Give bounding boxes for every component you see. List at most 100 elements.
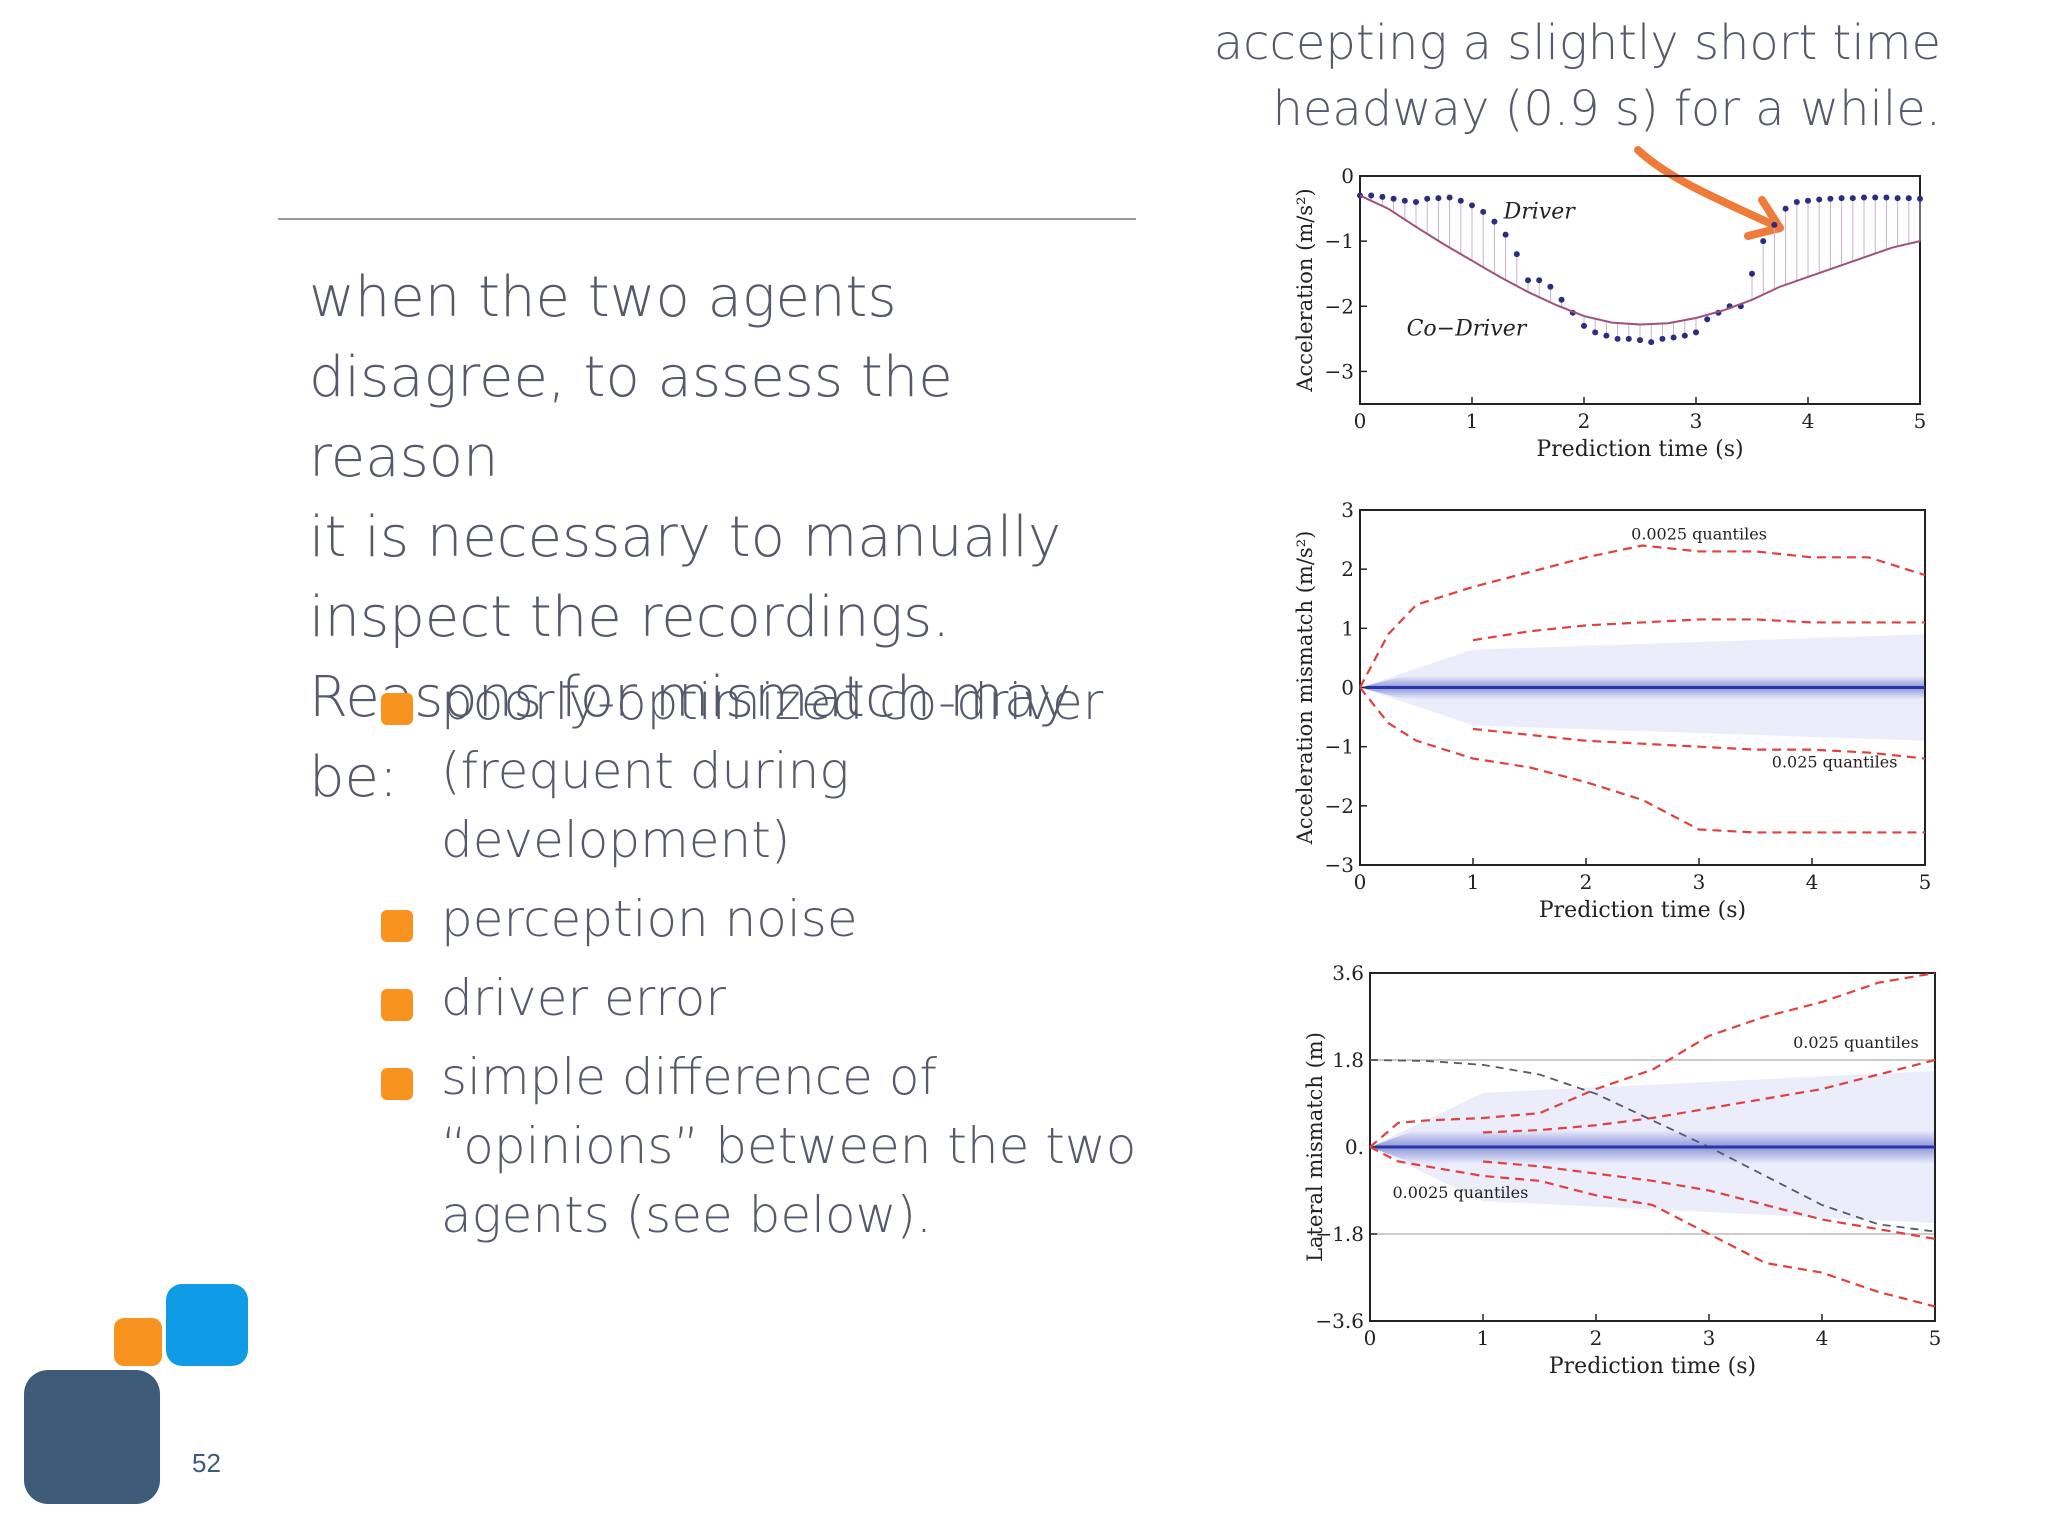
chart-annotation: Driver [1503, 199, 1577, 224]
x-tick-label: 0 [1354, 870, 1367, 894]
lateral-mismatch-chart: 0 1 2 3 4 5 3.6 1.8 0. −1.8 −3.6 Prediction time (s… [1303, 961, 1942, 1379]
quantile-line [1482, 1058, 1936, 1134]
driver-point [1368, 192, 1375, 199]
logo-square-blue [166, 1284, 248, 1366]
driver-point [1760, 238, 1767, 245]
y-tick-label: 1 [1341, 616, 1354, 640]
y-tick-label: 2 [1341, 557, 1354, 581]
y-tick-label: −3 [1325, 853, 1354, 877]
caption-line-2: headway (0.9 s) for a while. [1272, 81, 1941, 137]
x-tick-label: 1 [1467, 870, 1480, 894]
driver-point [1592, 329, 1599, 336]
driver-point [1446, 194, 1453, 201]
x-tick-label: 1 [1477, 1326, 1490, 1350]
driver-point [1681, 332, 1688, 339]
y-tick-label: 0 [1341, 164, 1354, 188]
driver-point [1603, 332, 1610, 339]
quantile-line [1472, 727, 1926, 760]
x-axis-label: Prediction time (s) [1536, 437, 1743, 462]
chart-annotation: 0.025 quantiles [1793, 1033, 1919, 1052]
y-axis-label: Acceleration (m/s²) [1293, 188, 1317, 392]
driver-point [1480, 208, 1487, 215]
driver-point [1749, 270, 1755, 277]
y-tick-label: −2 [1325, 294, 1354, 318]
driver-point [1805, 197, 1811, 204]
driver-point [1670, 334, 1677, 341]
y-tick-label: −1.8 [1315, 1222, 1364, 1246]
y-tick-label: 3.6 [1332, 961, 1364, 985]
mismatch-reasons-list: poorly-optimized co-driver (frequent dur… [381, 668, 1141, 1260]
driver-point [1659, 335, 1666, 342]
x-tick-label: 3 [1690, 409, 1703, 433]
title-divider [278, 218, 1136, 220]
driver-point [1581, 322, 1587, 329]
chart-annotation: Co−Driver [1407, 317, 1528, 342]
x-axis-label: Prediction time (s) [1549, 1354, 1756, 1379]
page-number: 52 [192, 1448, 221, 1478]
driver-point [1827, 195, 1834, 202]
driver-point [1771, 221, 1778, 228]
x-tick-label: 0 [1354, 409, 1367, 433]
driver-point [1693, 329, 1699, 336]
driver-point [1525, 277, 1531, 284]
driver-point [1883, 194, 1890, 201]
driver-point [1816, 196, 1823, 203]
driver-point [1861, 194, 1867, 201]
list-item: simple difference of “opinions” between … [381, 1043, 1141, 1250]
bullet-square-icon [381, 1068, 413, 1100]
y-tick-label: 1.8 [1332, 1048, 1364, 1072]
body-paragraph: when the two agents disagree, to assess … [309, 258, 1149, 818]
body-line: Reasons for mismatch may be: [309, 665, 1072, 810]
driver-point [1390, 195, 1397, 202]
bullet-square-icon [381, 910, 413, 942]
quantile-line [1369, 1146, 1936, 1308]
x-tick-label: 3 [1693, 870, 1706, 894]
driver-point [1491, 218, 1498, 225]
driver-point [1558, 296, 1565, 303]
list-item: driver error [381, 964, 1141, 1033]
y-tick-label: 0. [1345, 1135, 1364, 1159]
body-line: it is necessary to manually [309, 505, 1062, 570]
x-tick-label: 5 [1919, 870, 1932, 894]
x-tick-label: 2 [1590, 1326, 1603, 1350]
x-axis-label: Prediction time (s) [1539, 898, 1746, 920]
x-tick-label: 0 [1364, 1326, 1377, 1350]
body-line: when the two agents [309, 265, 897, 330]
driver-point [1894, 195, 1901, 202]
acceleration-mismatch-chart: 0 1 2 3 4 5 3 2 1 0 −1 −2 −3 Prediction time (s) Accel… [1293, 498, 1932, 920]
x-tick-label: 5 [1929, 1326, 1942, 1350]
x-tick-label: 1 [1466, 409, 1479, 433]
y-tick-label: −3 [1325, 359, 1354, 383]
driver-point [1704, 316, 1711, 323]
driver-point [1424, 195, 1431, 202]
y-tick-label: −3.6 [1315, 1309, 1364, 1333]
x-tick-label: 3 [1703, 1326, 1716, 1350]
driver-point [1457, 197, 1464, 204]
y-tick-label: 0 [1341, 676, 1354, 700]
driver-point [1435, 195, 1442, 202]
driver-point [1413, 199, 1419, 206]
quantile-line [1359, 686, 1925, 834]
x-tick-label: 2 [1580, 870, 1593, 894]
x-tick-label: 4 [1802, 409, 1815, 433]
driver-point [1637, 337, 1643, 344]
driver-point [1872, 194, 1879, 201]
driver-point [1849, 195, 1856, 202]
x-tick-label: 4 [1806, 870, 1819, 894]
y-tick-label: −1 [1325, 735, 1354, 759]
driver-point [1379, 193, 1386, 200]
logo-square-orange [114, 1318, 162, 1366]
chart-annotation: 0.0025 quantiles [1392, 1183, 1528, 1202]
x-tick-label: 4 [1816, 1326, 1829, 1350]
y-axis-label: Acceleration mismatch (m/s²) [1293, 531, 1317, 846]
driver-point [1513, 251, 1520, 258]
driver-point [1917, 195, 1923, 202]
acceleration-chart: 0 1 2 3 4 5 0 −1 −2 −3 Prediction time (s) Accelera… [1293, 164, 1927, 462]
y-tick-label: −1 [1325, 229, 1354, 253]
body-line: inspect the recordings. [309, 585, 950, 650]
codriver-line [1359, 194, 1921, 326]
axes-frame [1359, 175, 1921, 405]
list-item: perception noise [381, 885, 1141, 954]
bullet-square-icon [381, 989, 413, 1021]
x-tick-label: 5 [1914, 409, 1927, 433]
